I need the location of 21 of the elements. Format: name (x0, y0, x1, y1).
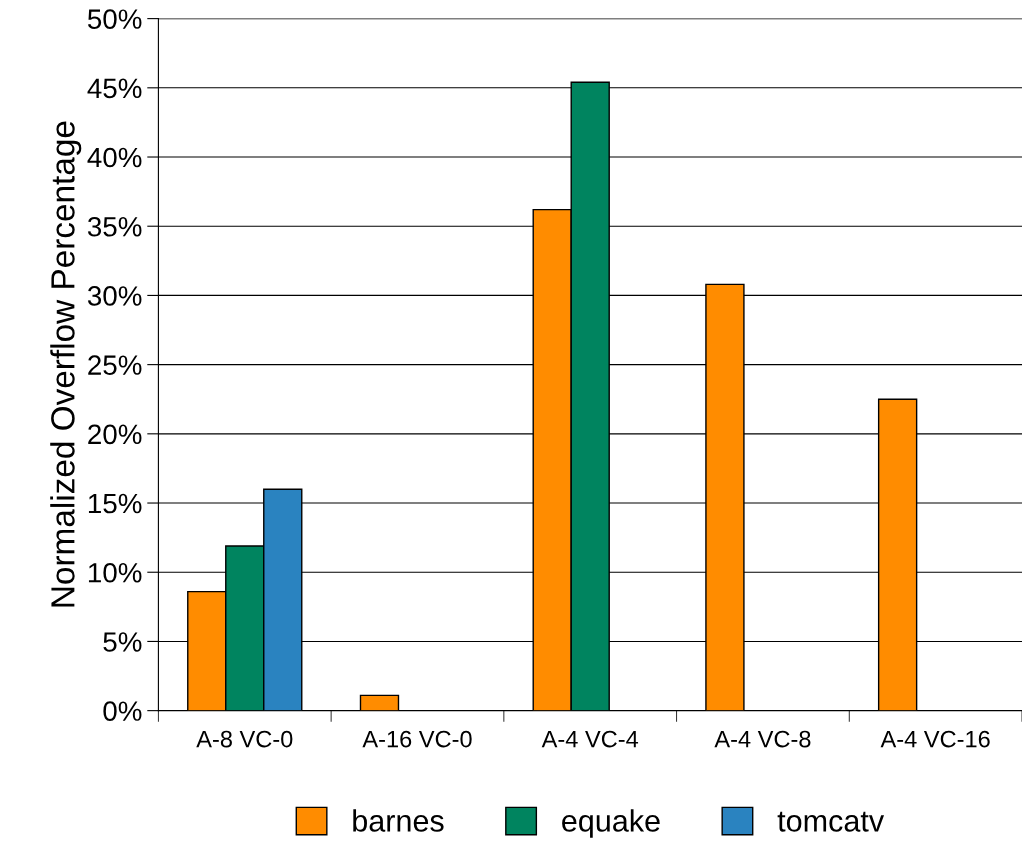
legend-label: equake (562, 809, 660, 838)
legend-label: tomcatv (777, 811, 885, 832)
y-tick-label: 40% (87, 147, 142, 168)
x-tick-label: A-16 VC-0 (362, 730, 472, 748)
y-tick-label: 15% (88, 493, 142, 514)
y-tick-label: 30% (87, 286, 142, 306)
y-tick-label: 0% (103, 701, 142, 721)
x-tick-label: A-4 VC-8 (714, 730, 811, 748)
y-tick-label: 50% (87, 9, 142, 29)
y-tick-label: 5% (103, 632, 142, 652)
x-tick-label: A-4 VC-16 (880, 730, 990, 748)
y-tick-label: 25% (88, 355, 142, 375)
y-axis-title: Normalized Overflow Percentage (50, 121, 82, 607)
y-tick-label: 10% (88, 562, 142, 583)
x-tick-label: A-4 VC-4 (541, 730, 639, 748)
x-tick-label: A-8 VC-0 (196, 730, 293, 748)
bar (359, 694, 400, 711)
y-tick-label: 45% (87, 78, 142, 99)
y-tick-label: 35% (87, 216, 142, 237)
legend-label: barnes (353, 809, 444, 832)
y-tick-label: 20% (88, 424, 142, 445)
